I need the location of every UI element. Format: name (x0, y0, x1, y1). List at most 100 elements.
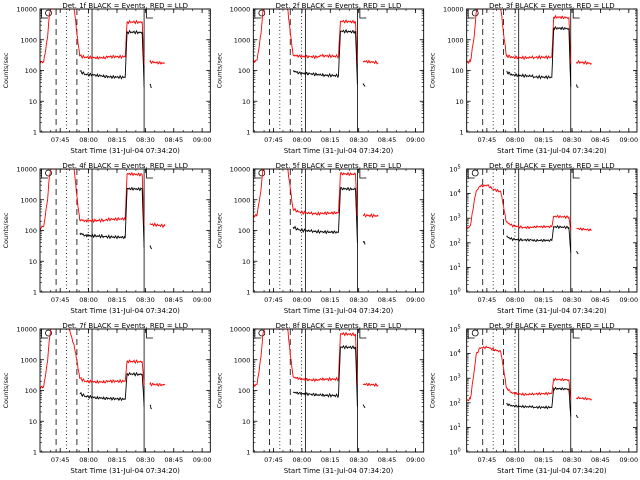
x-tick-label: 08:00 (506, 296, 525, 304)
y-tick-label: 1 (460, 129, 464, 137)
y-tick-label: 1 (33, 289, 37, 297)
chart-panel-9: Det. 9f BLACK = Events, RED = LLD Counts/… (429, 322, 639, 475)
plot-frame (466, 168, 638, 293)
x-tick-label: 07:45 (51, 456, 70, 464)
plot-frame (466, 8, 638, 133)
y-tick-exponent: 5 (457, 165, 460, 171)
series-line-events (149, 83, 152, 88)
interval-corner-marker (146, 169, 154, 179)
y-axis-label: Counts/sec (429, 212, 437, 248)
chart-panel-6: Det. 6f BLACK = Events, RED = LLD Counts/… (429, 162, 639, 315)
panel-title: Det. 1f BLACK = Events, RED = LLD (62, 2, 188, 10)
chart-panel-5: Det. 5f BLACK = Events, RED = LLD Counts/… (215, 162, 425, 315)
y-tick-label: 10 (242, 258, 250, 266)
x-axis-label: Start Time (31-Jul-04 07:34:20) (70, 467, 180, 475)
chart-panel-8: Det. 8f BLACK = Events, RED = LLD Counts/… (215, 322, 425, 475)
x-axis-label: Start Time (31-Jul-04 07:34:20) (284, 307, 394, 315)
y-tick-label: 105 (449, 165, 460, 174)
plot-frame (252, 8, 425, 133)
y-tick-label: 10 (455, 98, 463, 106)
y-tick-label: 105 (449, 325, 460, 334)
panel-title: Det. 9f BLACK = Events, RED = LLD (489, 322, 615, 330)
x-tick-label: 08:45 (378, 296, 397, 304)
x-tick-label: 08:00 (293, 296, 312, 304)
panel-title: Det. 8f BLACK = Events, RED = LLD (276, 322, 402, 330)
x-tick-label: 08:00 (293, 456, 312, 464)
interval-corner-marker (41, 329, 48, 339)
plot-frame (252, 168, 425, 293)
y-tick-label: 103 (449, 214, 460, 223)
x-tick-label: 08:15 (534, 296, 553, 304)
x-tick-label: 09:00 (193, 136, 212, 144)
interval-corner-marker (359, 9, 367, 19)
x-tick-label: 09:00 (406, 296, 425, 304)
x-tick-label: 08:30 (349, 296, 368, 304)
x-tick-label: 08:30 (563, 456, 582, 464)
x-tick-label: 08:15 (321, 136, 340, 144)
x-axis-label: Start Time (31-Jul-04 07:34:20) (284, 147, 394, 155)
y-tick-label: 10 (29, 98, 37, 106)
circle-marker (45, 169, 52, 177)
x-tick-label: 09:00 (406, 136, 425, 144)
y-tick-label: 100 (238, 227, 250, 235)
x-tick-label: 08:30 (136, 456, 155, 464)
series-line-lld (362, 382, 379, 387)
panel-title: Det. 3f BLACK = Events, RED = LLD (489, 2, 615, 10)
y-tick-exponent: 4 (457, 189, 460, 195)
x-tick-label: 08:30 (349, 136, 368, 144)
y-tick-exponent: 1 (457, 423, 460, 429)
y-tick-label: 100 (238, 67, 250, 75)
y-tick-label: 10000 (230, 166, 251, 174)
y-tick-label: 1000 (234, 196, 251, 204)
x-tick-label: 07:45 (264, 456, 283, 464)
series-line-events (362, 83, 366, 87)
interval-corner-marker (254, 329, 262, 339)
plot-frame (39, 8, 211, 133)
series-line-lld (466, 9, 572, 65)
interval-corner-marker (572, 169, 580, 179)
y-tick-label: 101 (449, 423, 460, 432)
series-group (253, 329, 379, 409)
y-tick-label: 102 (449, 398, 460, 407)
y-tick-label: 1 (33, 449, 37, 457)
y-tick-label: 1000 (234, 356, 251, 364)
series-line-lld (576, 396, 592, 401)
interval-corner-marker (359, 329, 367, 339)
y-tick-label: 100 (25, 67, 37, 75)
chart-panel-1: Det. 1f BLACK = Events, RED = LLD Counts/… (2, 2, 212, 155)
x-tick-label: 07:45 (51, 296, 70, 304)
y-tick-label: 104 (449, 349, 460, 358)
series-group (466, 9, 592, 88)
x-axis-label: Start Time (31-Jul-04 07:34:20) (284, 467, 394, 475)
series-line-events (506, 224, 572, 253)
series-line-lld (149, 59, 166, 65)
x-tick-label: 07:45 (51, 136, 70, 144)
series-line-events (292, 344, 358, 407)
x-tick-label: 08:45 (378, 136, 397, 144)
circle-marker (471, 9, 479, 17)
x-tick-label: 07:45 (264, 296, 283, 304)
x-tick-label: 07:45 (477, 456, 496, 464)
x-tick-label: 07:45 (477, 136, 496, 144)
circle-marker (258, 9, 266, 17)
x-tick-label: 08:45 (591, 456, 610, 464)
y-tick-exponent: 2 (457, 238, 460, 244)
y-tick-label: 100 (449, 448, 460, 457)
y-tick-label: 10000 (16, 166, 37, 174)
interval-corner-marker (41, 169, 48, 179)
series-group (40, 169, 166, 250)
y-tick-label: 104 (449, 189, 460, 198)
x-tick-label: 08:00 (506, 456, 525, 464)
series-line-lld (575, 60, 592, 66)
x-tick-label: 08:15 (534, 456, 553, 464)
series-line-events (362, 404, 366, 409)
y-axis-label: Counts/sec (429, 372, 437, 408)
x-tick-label: 08:00 (293, 136, 312, 144)
y-axis-label: Counts/sec (215, 52, 223, 88)
series-line-lld (466, 184, 572, 230)
chart-panel-7: Det. 7f BLACK = Events, RED = LLD Counts/… (2, 322, 212, 475)
y-tick-exponent: 1 (457, 263, 460, 269)
y-axis-label: Counts/sec (2, 372, 10, 408)
x-tick-label: 08:45 (591, 136, 610, 144)
